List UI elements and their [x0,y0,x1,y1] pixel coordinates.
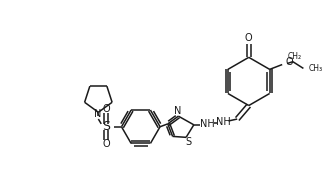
Text: S: S [102,120,110,133]
Text: O: O [285,57,293,67]
Text: N: N [174,106,181,116]
Text: NH: NH [200,119,215,129]
Text: CH₃: CH₃ [308,64,322,73]
Text: O: O [245,33,252,43]
Text: O: O [102,104,110,114]
Text: NH: NH [216,117,231,127]
Text: N: N [94,109,101,119]
Text: O: O [102,139,110,149]
Text: S: S [185,137,191,147]
Text: CH₂: CH₂ [288,52,302,61]
